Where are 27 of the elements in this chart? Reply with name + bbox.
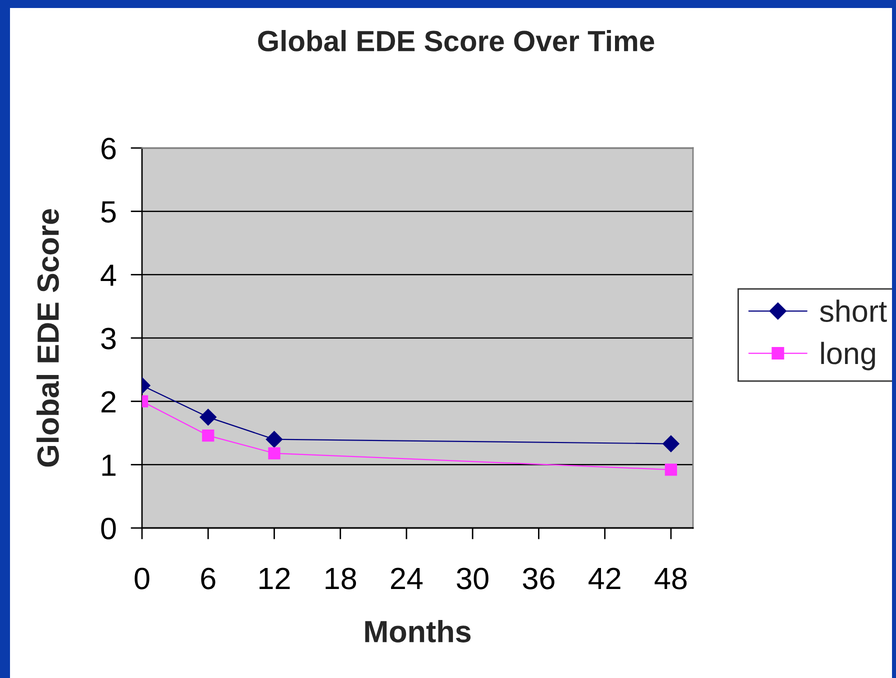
point: [664, 464, 678, 476]
y-tick-label: 0: [101, 518, 116, 540]
y-tick-label: 6: [102, 138, 116, 160]
point: [200, 408, 216, 426]
point: [268, 447, 280, 460]
y-tick-label: 1: [102, 454, 116, 476]
x-tick-label: 18: [326, 568, 356, 590]
y-axis-title: Global EDE Score: [36, 209, 59, 467]
legend-label: short: [820, 300, 887, 322]
x-tick-label: 12: [260, 568, 290, 590]
x-axis-title: Months: [365, 620, 471, 642]
x-tick-label: 0: [134, 568, 150, 590]
point: [266, 430, 283, 448]
legend-label: long: [821, 342, 875, 370]
chart-title: Global EDE Score Over Time: [258, 30, 654, 52]
y-tick-label: 3: [101, 328, 116, 350]
x-tick-label: 24: [391, 568, 423, 590]
x-tick-label: 48: [654, 568, 687, 590]
point: [662, 435, 680, 452]
y-tick-label: 4: [100, 264, 116, 286]
x-tick-label: 30: [456, 568, 488, 590]
point: [202, 429, 214, 442]
x-tick-label: 42: [588, 568, 620, 590]
y-tick-label: 5: [101, 201, 116, 223]
x-tick-label: 36: [522, 568, 554, 590]
x-tick-label: 6: [201, 568, 216, 590]
y-tick-label: 2: [102, 391, 116, 412]
